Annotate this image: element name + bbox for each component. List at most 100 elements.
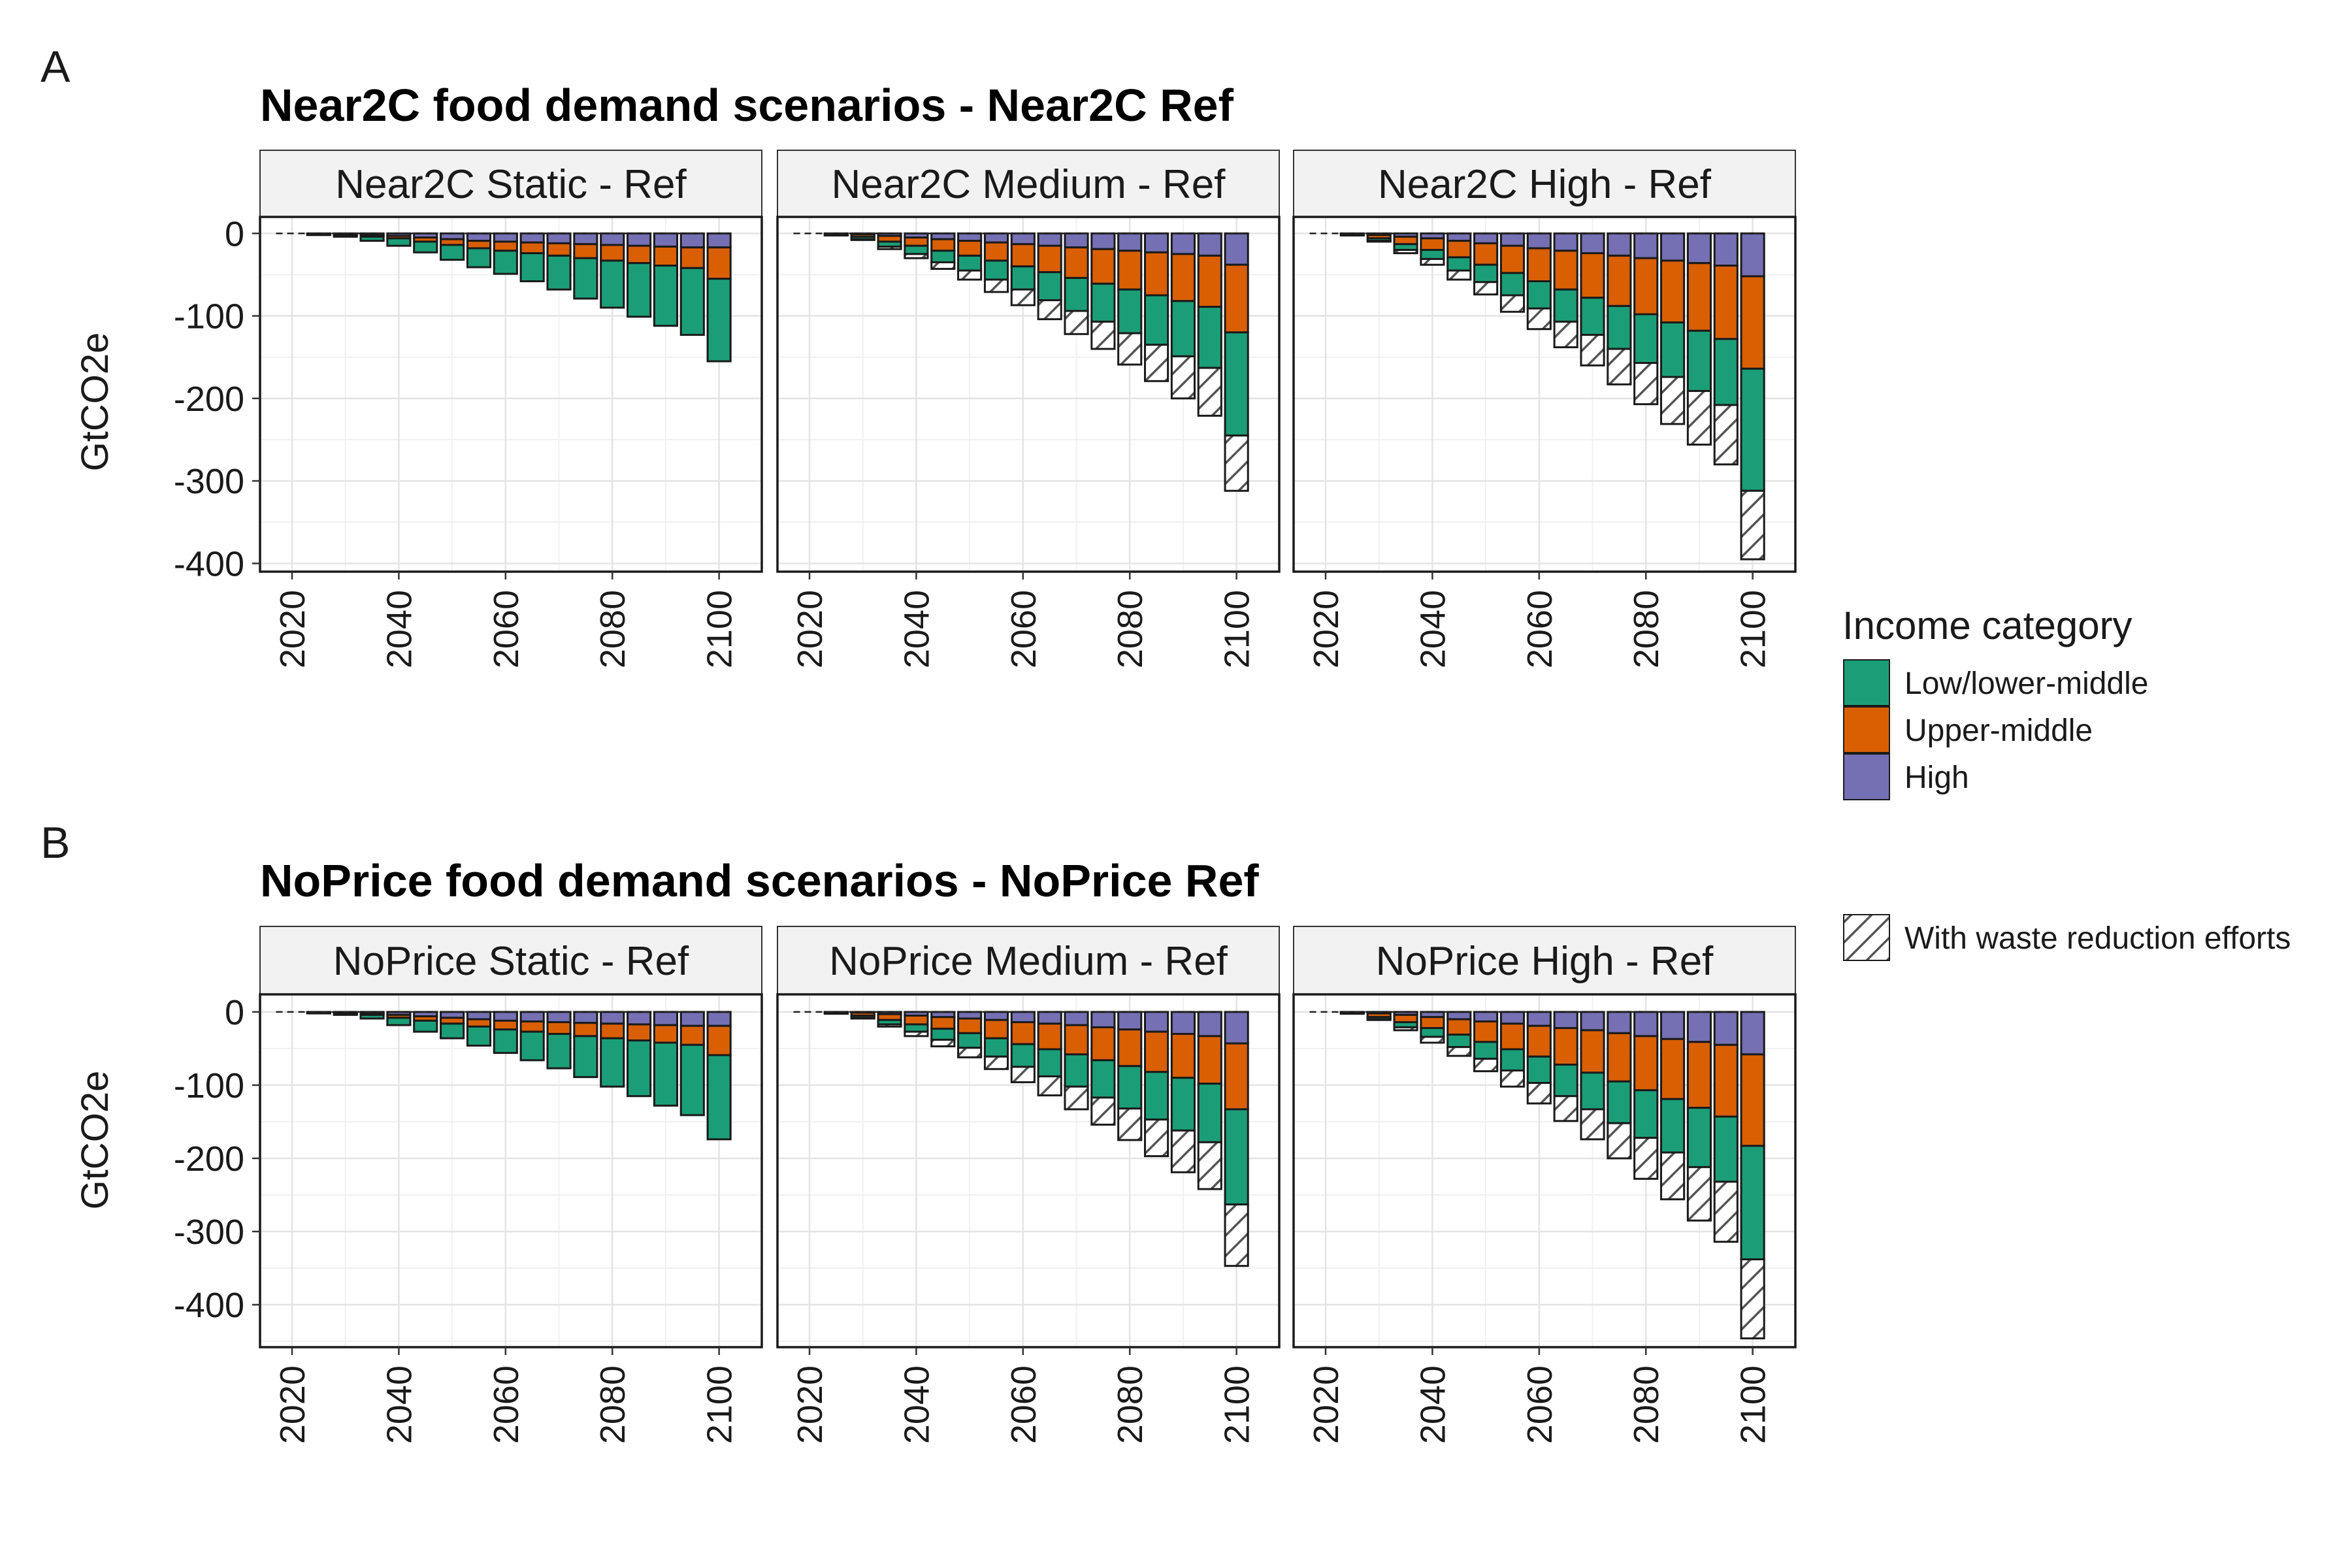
legend-title: Income category xyxy=(1842,604,2132,647)
bar-low-lower-middle xyxy=(904,1023,929,1033)
bar-low-lower-middle xyxy=(440,244,465,261)
bar-high xyxy=(1473,232,1499,244)
y-tick-label: -100 xyxy=(174,297,244,336)
bar-upper-middle xyxy=(1686,262,1712,332)
bar-high xyxy=(1740,1011,1765,1056)
bar-high xyxy=(1170,232,1196,255)
bar-low-lower-middle xyxy=(983,1037,1009,1058)
bar-low-lower-middle xyxy=(1633,313,1659,365)
bar-upper-middle xyxy=(466,1018,492,1028)
facet-strip-label: NoPrice High - Ref xyxy=(1376,939,1714,984)
legend-label-upper-middle: Upper-middle xyxy=(1904,713,2093,748)
bar-upper-middle xyxy=(679,246,705,269)
bar-upper-middle xyxy=(1473,242,1499,266)
bar-low-lower-middle xyxy=(1144,294,1169,346)
bar-upper-middle xyxy=(1393,1013,1418,1024)
bar-with-waste-reduction-efforts xyxy=(1446,269,1472,281)
bar-with-waste-reduction-efforts xyxy=(1607,1122,1632,1160)
bar-with-waste-reduction-efforts xyxy=(1224,434,1249,492)
bar-low-lower-middle xyxy=(1224,1108,1249,1206)
bar-high xyxy=(1064,1011,1089,1026)
bar-high xyxy=(957,1011,983,1020)
y-tick-label: -400 xyxy=(174,1286,244,1325)
bar-upper-middle xyxy=(1117,250,1143,291)
bar-upper-middle xyxy=(546,1021,572,1035)
bar-with-waste-reduction-efforts xyxy=(1420,1036,1445,1044)
bar-low-lower-middle xyxy=(1064,276,1089,312)
bar-upper-middle xyxy=(627,244,652,265)
bar-with-waste-reduction-efforts xyxy=(1740,1258,1765,1340)
y-tick-label: -200 xyxy=(174,1139,244,1179)
bar-low-lower-middle xyxy=(1740,367,1765,492)
legend-swatch-waste-reduction xyxy=(1843,914,1890,961)
x-tick-label: 2040 xyxy=(380,1365,419,1444)
x-tick-label: 2100 xyxy=(1218,1365,1257,1444)
bar-upper-middle xyxy=(1064,1024,1089,1056)
bar-high xyxy=(1713,1011,1739,1046)
x-tick-label: 2020 xyxy=(273,590,312,668)
y-tick-label: 0 xyxy=(225,214,244,253)
facet-strip-label: NoPrice Static - Ref xyxy=(333,939,689,984)
bar-low-lower-middle xyxy=(1526,280,1552,310)
bar-low-lower-middle xyxy=(1499,272,1526,297)
bar-high xyxy=(653,232,679,248)
y-tick-label: -100 xyxy=(174,1066,244,1105)
plot-border xyxy=(776,993,1281,1348)
bar-low-lower-middle xyxy=(1580,297,1605,336)
bar-with-waste-reduction-efforts xyxy=(930,1038,956,1048)
bar-low-lower-middle xyxy=(653,1041,679,1107)
x-tick-label: 2060 xyxy=(1520,1365,1560,1444)
bar-low-lower-middle xyxy=(1553,1064,1578,1098)
legend-swatch-low-lower-middle xyxy=(1843,659,1890,706)
bar-upper-middle xyxy=(1197,1035,1222,1085)
bar-low-lower-middle xyxy=(679,267,705,336)
x-tick-label: 2040 xyxy=(1413,1365,1452,1444)
facet-strip xyxy=(259,926,762,995)
x-tick-label: 2040 xyxy=(380,590,419,668)
bar-upper-middle xyxy=(627,1023,652,1042)
bar-upper-middle xyxy=(1090,248,1116,285)
bar-high xyxy=(1037,232,1062,247)
x-tick-label: 2020 xyxy=(273,1365,312,1444)
facets-a: Near2C Static - Ref 2020 2040 2060 2080 2100 0… xyxy=(174,150,1797,668)
bar-upper-middle xyxy=(1473,1020,1499,1043)
bar-with-waste-reduction-efforts xyxy=(1197,367,1222,417)
facet-noprice-medium-ref: NoPrice Medium - Ref 2020 2040 2060 2080 2100 xyxy=(776,926,1281,1444)
y-axis-label-b: GtCO2e xyxy=(74,1071,116,1210)
y-tick-label: -300 xyxy=(174,462,244,501)
bar-low-lower-middle xyxy=(706,278,732,363)
plot-border xyxy=(259,993,763,1348)
bar-low-lower-middle xyxy=(466,1025,492,1047)
legend-label-high: High xyxy=(1904,760,1969,795)
bar-with-waste-reduction-efforts xyxy=(983,1055,1009,1070)
bar-high xyxy=(1526,1011,1552,1027)
x-tick-label: 2020 xyxy=(791,590,830,668)
bar-upper-middle xyxy=(1420,1016,1445,1030)
bar-with-waste-reduction-efforts xyxy=(1473,281,1499,296)
bar-low-lower-middle xyxy=(1117,288,1143,335)
bar-low-lower-middle xyxy=(519,252,545,282)
bar-low-lower-middle xyxy=(573,1035,598,1079)
bar-upper-middle xyxy=(600,1022,625,1039)
bar-high xyxy=(1117,1011,1143,1031)
bar-high xyxy=(1144,232,1169,253)
facet-strip-label: Near2C High - Ref xyxy=(1378,162,1712,207)
x-tick-label: 2080 xyxy=(593,590,632,668)
bar-upper-middle xyxy=(519,1020,545,1033)
bar-low-lower-middle xyxy=(573,257,598,300)
bar-with-waste-reduction-efforts xyxy=(1607,348,1632,385)
facet-noprice-static-ref: NoPrice Static - Ref 2020 2040 2060 2080 2100… xyxy=(174,926,763,1444)
bar-upper-middle xyxy=(1660,259,1686,324)
bar-upper-middle xyxy=(983,241,1009,262)
bar-high xyxy=(983,232,1009,244)
bar-high xyxy=(1090,232,1116,250)
bar-low-lower-middle xyxy=(1660,321,1686,378)
bar-with-waste-reduction-efforts xyxy=(1366,240,1392,243)
bar-high xyxy=(493,232,518,243)
bar-upper-middle xyxy=(930,238,956,252)
bar-high xyxy=(627,1011,652,1026)
bar-high xyxy=(1144,1011,1169,1033)
x-tick-label: 2040 xyxy=(897,1365,936,1444)
bar-upper-middle xyxy=(1713,265,1739,340)
facet-strip-label: NoPrice Medium - Ref xyxy=(829,939,1228,984)
